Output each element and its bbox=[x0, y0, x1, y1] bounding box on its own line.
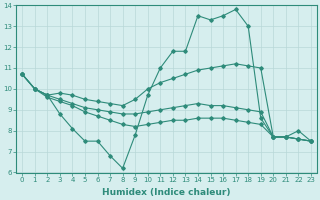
X-axis label: Humidex (Indice chaleur): Humidex (Indice chaleur) bbox=[102, 188, 231, 197]
